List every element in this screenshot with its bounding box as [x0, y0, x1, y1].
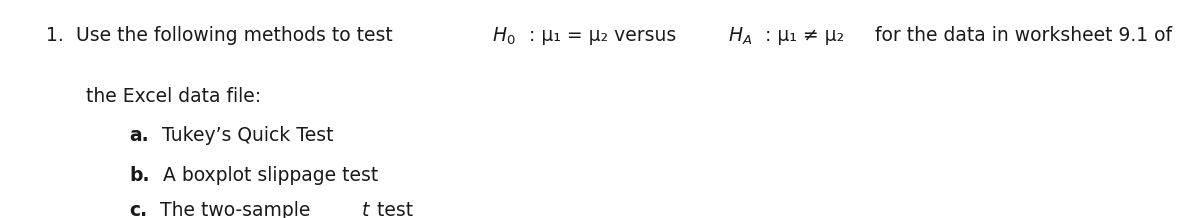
Text: $H_A$: $H_A$	[728, 26, 752, 48]
Text: a.: a.	[130, 126, 149, 145]
Text: the Excel data file:: the Excel data file:	[86, 87, 262, 106]
Text: t: t	[362, 201, 370, 218]
Text: $H_0$: $H_0$	[492, 26, 516, 48]
Text: The two-sample: The two-sample	[160, 201, 317, 218]
Text: Tukey’s Quick Test: Tukey’s Quick Test	[162, 126, 334, 145]
Text: Use the following methods to test: Use the following methods to test	[76, 26, 398, 45]
Text: : μ₁ = μ₂ versus: : μ₁ = μ₂ versus	[523, 26, 682, 45]
Text: c.: c.	[130, 201, 148, 218]
Text: test: test	[372, 201, 414, 218]
Text: : μ₁ ≠ μ₂: : μ₁ ≠ μ₂	[760, 26, 845, 45]
Text: A boxplot slippage test: A boxplot slippage test	[163, 166, 378, 185]
Text: b.: b.	[130, 166, 150, 185]
Text: for the data in worksheet 9.1 of: for the data in worksheet 9.1 of	[869, 26, 1172, 45]
Text: 1.: 1.	[46, 26, 64, 45]
